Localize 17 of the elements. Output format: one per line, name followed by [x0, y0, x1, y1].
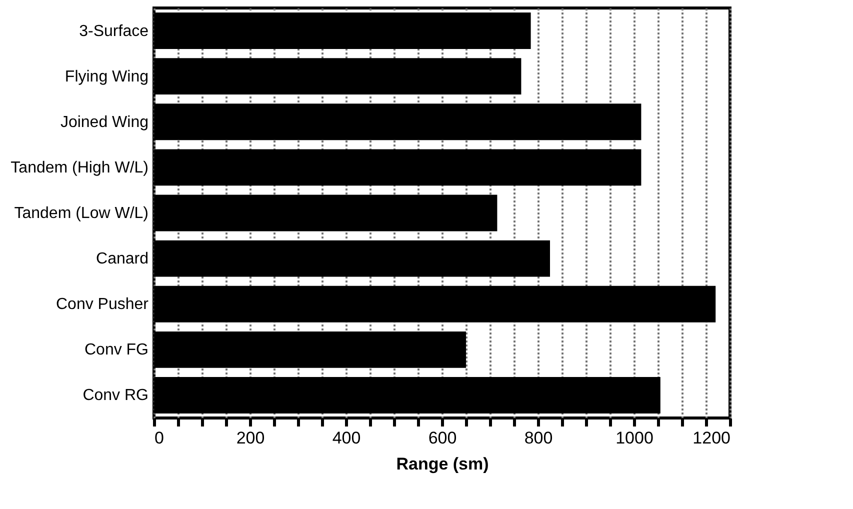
x-tick-label: 800 [524, 428, 553, 448]
x-tick-label: 600 [428, 428, 457, 448]
y-tick-label: Conv FG [84, 342, 148, 359]
x-tick-label: 200 [236, 428, 265, 448]
x-tick-label: 400 [332, 428, 361, 448]
y-tick-label: 3-Surface [79, 22, 149, 40]
y-tick-label: Conv Pusher [56, 296, 150, 314]
x-tick-label: 1200 [692, 428, 730, 448]
y-tick-label: Flying Wing [64, 68, 148, 86]
y-tick-label: Joined Wing [60, 114, 148, 131]
x-tick-label: 1000 [616, 428, 654, 448]
y-tick-label: Tandem (Low W/L) [14, 205, 148, 222]
x-axis-title: Range (sm) [396, 454, 489, 474]
y-tick-label: Canard [96, 250, 148, 268]
y-tick-label: Conv RG [82, 387, 148, 404]
y-tick-label: Tandem (High W/L) [10, 159, 148, 176]
x-tick-label: 0 [154, 428, 164, 448]
